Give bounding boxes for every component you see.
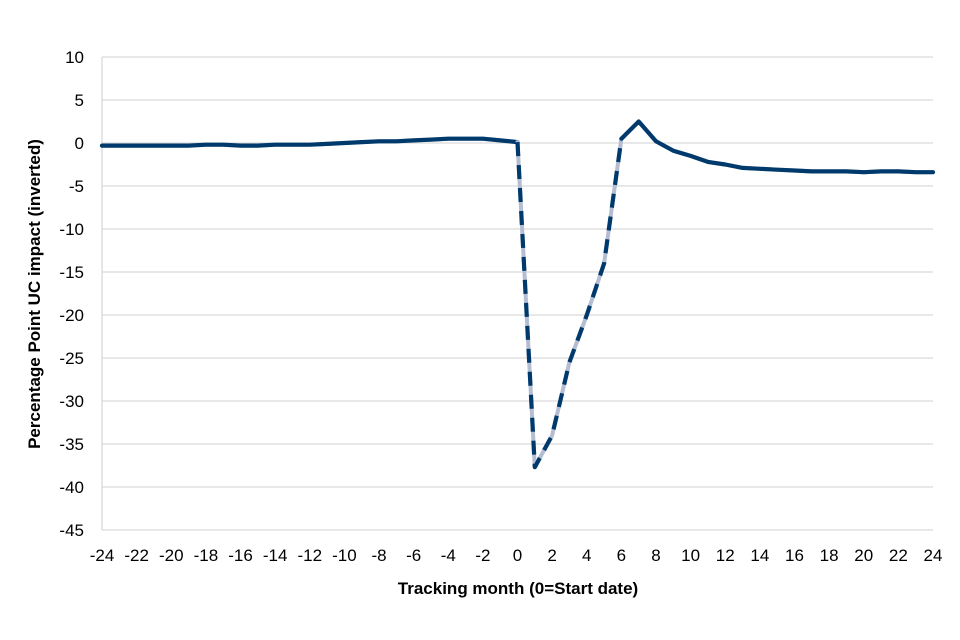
y-tick-label: -5 [69,177,84,196]
x-tick-label: 22 [889,546,908,565]
x-tick-label: -12 [297,546,322,565]
x-tick-label: -20 [159,546,184,565]
y-tick-label: -45 [59,521,84,540]
series-line-solid [619,119,936,175]
y-tick-label: -30 [59,392,84,411]
x-tick-label: 18 [820,546,839,565]
x-tick-label: 4 [582,546,591,565]
x-tick-label: 16 [785,546,804,565]
series-line-solid [99,136,520,148]
x-tick-label: -22 [124,546,149,565]
x-tick-label: 6 [617,546,626,565]
gridlines [102,56,933,488]
x-tick-label: -10 [332,546,357,565]
x-tick-label: -18 [194,546,219,565]
y-tick-label: -35 [59,435,84,454]
x-tick-label: -14 [263,546,288,565]
x-tick-label: 0 [513,546,522,565]
x-tick-label: -6 [406,546,421,565]
y-tick-label: -25 [59,349,84,368]
y-tick-label: -40 [59,478,84,497]
x-tick-label: -16 [228,546,253,565]
axes [101,57,933,531]
x-tick-label: 20 [854,546,873,565]
x-tick-label: 8 [651,546,660,565]
y-axis-title: Percentage Point UC impact (inverted) [25,139,44,449]
x-tick-label: -2 [475,546,490,565]
y-tick-labels: 10 5 0 -5 -10 -15 -20 -25 -30 -35 -40 -45 [59,48,84,540]
x-tick-label: 12 [716,546,735,565]
x-tick-label: 10 [681,546,700,565]
y-tick-label: -10 [59,220,84,239]
y-tick-label: 0 [75,134,84,153]
x-tick-label: -4 [441,546,456,565]
x-axis-title: Tracking month (0=Start date) [398,579,638,598]
y-tick-label: -20 [59,306,84,325]
y-tick-label: 5 [75,91,84,110]
x-tick-label: 24 [924,546,943,565]
x-tick-label: -8 [371,546,386,565]
y-tick-label: -15 [59,263,84,282]
x-tick-labels: -24 -22 -20 -18 -16 -14 -12 -10 -8 -6 -4 -2 0 2 4 6 8 10 1… [90,546,943,565]
y-tick-label: 10 [65,48,84,67]
x-tick-label: -24 [90,546,115,565]
series-lines [99,119,936,470]
series-line-dashed [515,138,624,470]
x-tick-label: 2 [547,546,556,565]
x-tick-label: 14 [750,546,769,565]
